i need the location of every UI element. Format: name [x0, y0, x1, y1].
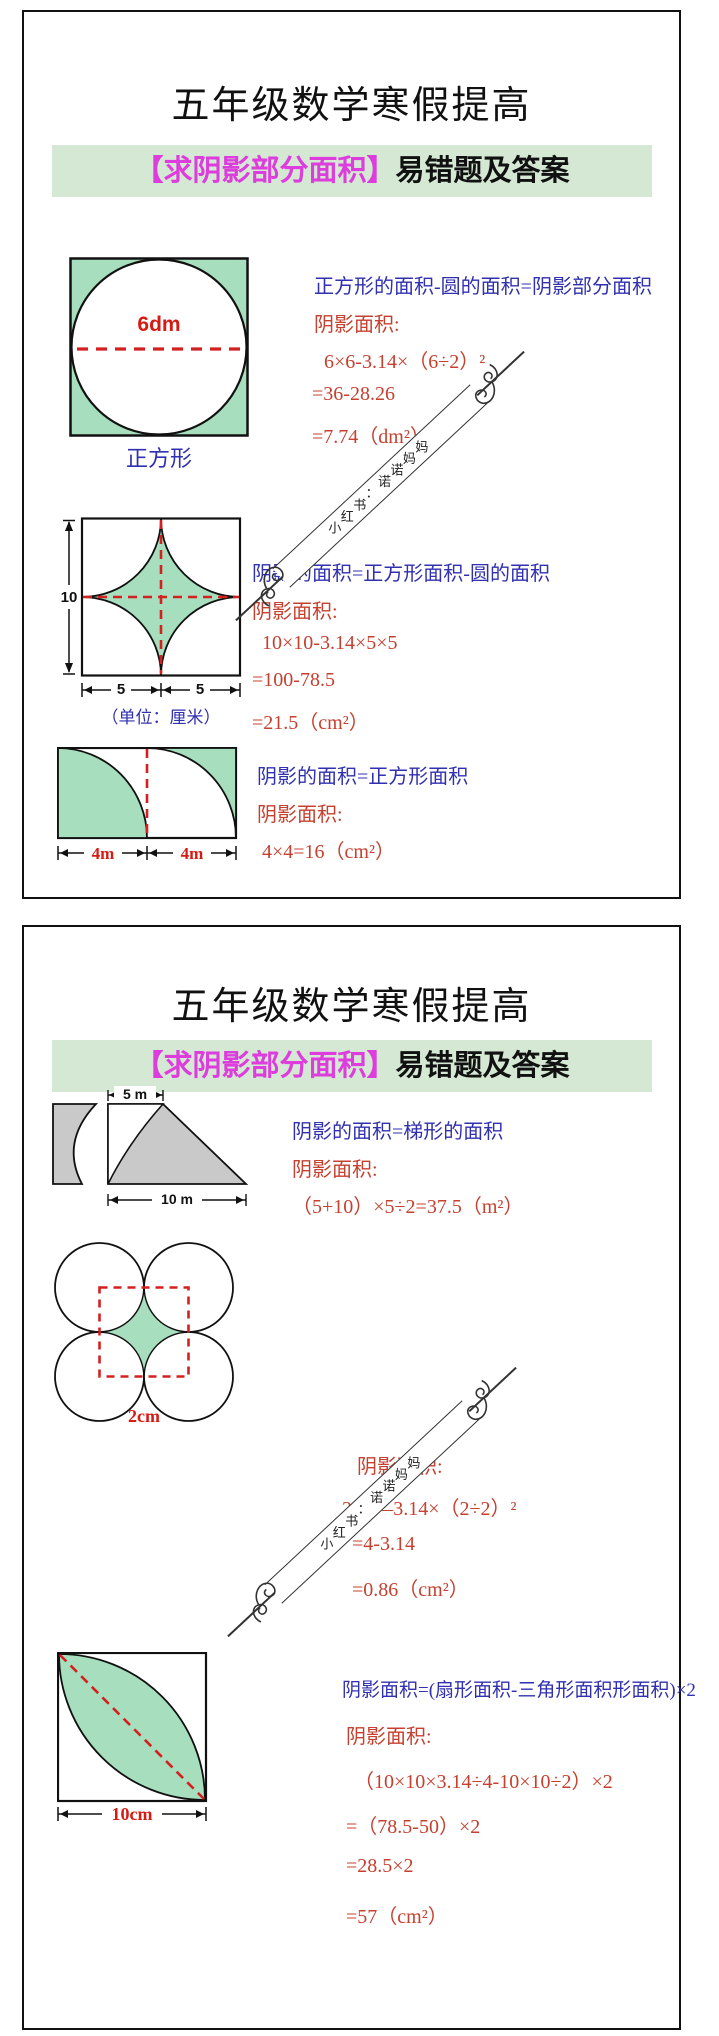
arrow-down	[65, 663, 73, 673]
p5-step: =0.86（cm²）	[352, 1579, 469, 1601]
arrow-left	[84, 686, 92, 694]
figure-caption: 正方形	[125, 446, 192, 471]
trapezoid-svg	[52, 1090, 249, 1206]
figure-leaf-in-square: 10cm	[56, 1651, 212, 1837]
subtitle-banner: 【求阴影部分面积】易错题及答案	[52, 145, 652, 197]
diagonal-dashed-line	[59, 1654, 205, 1800]
dim-label-6dm: 6dm	[137, 313, 181, 336]
page-2: 五年级数学寒假提高 【求阴影部分面积】易错题及答案 5 m	[22, 925, 696, 2030]
p4-heading: 阴影的面积=梯形的面积	[292, 1121, 504, 1143]
p6-step: =28.5×2	[346, 1855, 414, 1877]
p1-step: =36-28.26	[312, 383, 395, 405]
ribbon-flourish-icon	[232, 1568, 297, 1633]
arrow-right	[196, 1810, 204, 1818]
dim-label-4m: 4m	[173, 844, 211, 864]
watermark-ribbon: 小红书：诺诺妈妈	[252, 1379, 490, 1623]
arrow-left	[163, 686, 171, 694]
p3-step: 4×4=16（cm²）	[262, 841, 395, 863]
dim-label-4m: 4m	[84, 844, 122, 864]
page-title: 五年级数学寒假提高	[171, 986, 532, 1028]
p3-label: 阴影面积:	[257, 804, 343, 826]
subtitle-highlight: 【求阴影部分面积】	[134, 1050, 396, 1082]
arrow-right	[230, 686, 238, 694]
arrow-left	[60, 849, 68, 857]
four-circles-svg	[54, 1242, 234, 1422]
p1-step: =7.74（dm²）	[312, 426, 430, 448]
dim-label-2cm: 2cm	[128, 1406, 160, 1426]
p1-label: 阴影面积:	[314, 314, 400, 336]
p6-step: =57（cm²）	[346, 1906, 448, 1928]
dim-label-5: 5	[190, 681, 210, 698]
p1-heading: 正方形的面积-圆的面积=阴影部分面积	[314, 276, 652, 298]
ribbon-flourish-icon	[446, 1369, 511, 1434]
p3-heading: 阴影的面积=正方形面积	[257, 766, 469, 788]
arrow-left	[60, 1810, 68, 1818]
arrow-right	[236, 1196, 244, 1204]
p4-label: 阴影面积:	[292, 1159, 378, 1181]
arrow-left	[110, 1196, 118, 1204]
ribbon-flourish-icon	[240, 552, 305, 617]
subtitle-rest: 易错题及答案	[395, 155, 570, 187]
dim-label-10m: 10 m	[152, 1191, 202, 1207]
arrow-right	[151, 686, 159, 694]
p2-label: 阴影面积:	[252, 601, 338, 623]
circle-in-square-svg	[69, 257, 249, 437]
leaf-in-square-svg	[56, 1651, 208, 1821]
p2-step: =100-78.5	[252, 669, 335, 691]
star-in-square-svg	[63, 517, 242, 697]
unit-note: （单位：厘米）	[101, 708, 221, 727]
white-cut-region	[107, 1103, 165, 1185]
p6-label: 阴影面积:	[346, 1726, 432, 1748]
dim-label-5m: 5 m	[114, 1086, 156, 1102]
dim-label-10cm: 10cm	[102, 1804, 162, 1825]
figure-star-in-square: 10 5 5 （单位：厘米）	[60, 517, 260, 727]
p1-step: 6×6-3.14×（6÷2）²	[324, 351, 486, 373]
figure-circle-in-square: 6dm 正方形	[69, 257, 249, 482]
figure-trapezoid: 5 m 10 m	[52, 1086, 252, 1220]
p6-heading: 阴影面积=(扇形面积-三角形面积形面积)×2	[342, 1680, 696, 1701]
page-1: 五年级数学寒假提高 【求阴影部分面积】易错题及答案 6dm 正方形 正方形的面积…	[22, 10, 681, 899]
page-title: 五年级数学寒假提高	[171, 85, 532, 127]
subtitle-highlight: 【求阴影部分面积】	[134, 155, 396, 187]
green-curved-triangle	[146, 747, 237, 839]
dashed-square	[98, 1286, 190, 1378]
dim-label-10: 10	[60, 589, 78, 606]
subtitle-banner: 【求阴影部分面积】易错题及答案	[52, 1040, 652, 1092]
dim-label-5: 5	[111, 681, 131, 698]
figure-rect-quarter-circles: 4m 4m	[56, 746, 242, 872]
arrow-right	[154, 1091, 162, 1099]
p6-step: =（78.5-50）×2	[346, 1816, 481, 1838]
p5-step: =4-3.14	[352, 1533, 415, 1555]
p2-heading: 阴影的面积=正方形面积-圆的面积	[252, 563, 550, 585]
arrow-left	[149, 849, 157, 857]
arrow-right	[137, 849, 145, 857]
arrow-up	[65, 521, 73, 531]
watermark-ribbon: 小红书：诺诺妈妈	[260, 363, 498, 607]
p6-step: （10×10×3.14÷4-10×10÷2）×2	[354, 1771, 613, 1793]
inscribed-circle	[70, 258, 248, 436]
green-center-region	[99, 1287, 189, 1377]
p2-step: 10×10-3.14×5×5	[262, 632, 398, 654]
gray-cut-piece	[52, 1103, 99, 1185]
p2-step: =21.5（cm²）	[252, 712, 369, 734]
subtitle-rest: 易错题及答案	[395, 1050, 570, 1082]
arrow-right	[226, 849, 234, 857]
figure-four-circles: 2cm	[54, 1242, 239, 1442]
p4-step: （5+10）×5÷2=37.5（m²）	[292, 1196, 524, 1218]
